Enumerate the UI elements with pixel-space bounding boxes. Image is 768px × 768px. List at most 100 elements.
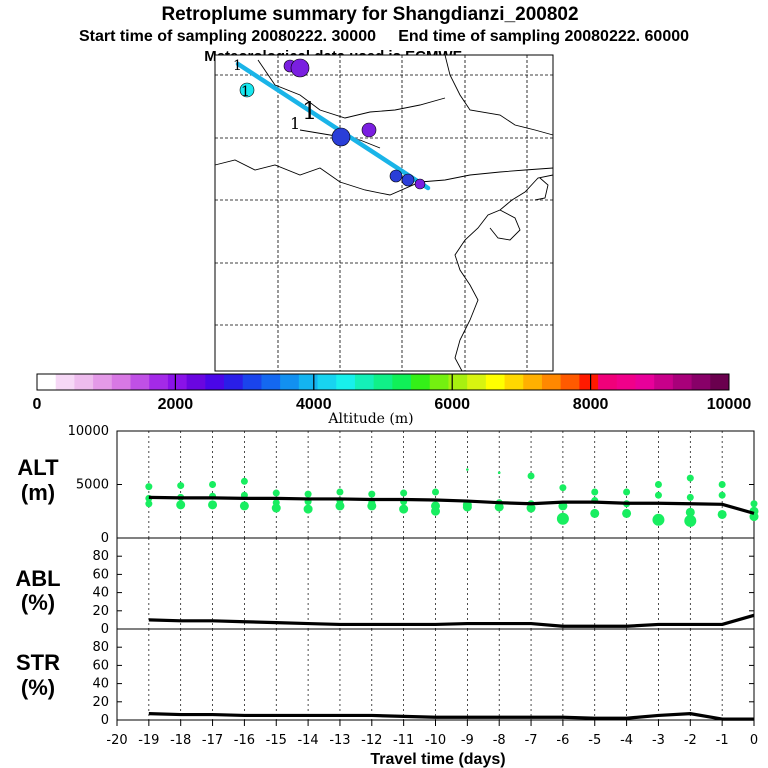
- colorbar-swatch: [523, 374, 543, 390]
- alt-scatter-point: [399, 504, 409, 514]
- alt-scatter-point: [494, 502, 504, 512]
- y-tick-label: 80: [92, 640, 109, 655]
- alt-panel: 10000 5000 0 ALT(m): [17, 424, 759, 546]
- alt-scatter-point: [208, 500, 218, 510]
- alt-scatter-point: [556, 512, 569, 525]
- x-tick-label: 0: [750, 733, 758, 748]
- y-tick-label: 10000: [68, 424, 109, 439]
- map-markers: [239, 58, 426, 190]
- y-tick-label: 0: [101, 531, 109, 546]
- panel-unit: (%): [21, 675, 55, 700]
- colorbar-swatch: [205, 374, 225, 390]
- x-tick-label: -15: [266, 733, 287, 748]
- colorbar-swatch: [373, 374, 393, 390]
- colorbar-swatch: [411, 374, 431, 390]
- x-tick-label: -18: [170, 733, 191, 748]
- alt-scatter-point: [209, 481, 217, 488]
- panel-unit: (%): [21, 590, 55, 615]
- colorbar-swatch: [167, 374, 188, 390]
- alt-scatter-point: [177, 482, 185, 490]
- map-marker: [389, 169, 403, 183]
- panel-frame: [116, 430, 755, 539]
- alt-scatter-point: [466, 468, 469, 471]
- y-tick-label: 20: [92, 695, 109, 710]
- alt-scatter-point: [431, 506, 440, 516]
- x-tick-label: -14: [297, 733, 318, 748]
- title-line-2: Start time of sampling 20080222. 30000 E…: [79, 28, 689, 45]
- colorbar-segments: [37, 374, 730, 390]
- alt-scatter-point: [652, 513, 665, 526]
- colorbar-swatch: [392, 374, 412, 390]
- colorbar-swatch: [504, 374, 524, 390]
- alt-scatter-point: [304, 490, 312, 498]
- map-panel: 1 1 1 1: [214, 54, 554, 372]
- x-tick-label: -16: [234, 733, 255, 748]
- colorbar-swatch: [541, 374, 562, 390]
- x-tick-label: -10: [425, 733, 446, 748]
- colorbar-swatch: [354, 374, 375, 390]
- alt-scatter-point: [750, 500, 758, 508]
- colorbar-swatch: [710, 374, 730, 390]
- alt-scatter-point: [591, 488, 599, 496]
- colorbar-swatch: [429, 374, 449, 390]
- alt-scatter-point: [145, 483, 153, 491]
- alt-scatter-point: [462, 502, 472, 512]
- alt-scatter-point: [718, 491, 726, 499]
- alt-scatter-point: [239, 501, 249, 511]
- alt-scatter-point: [367, 501, 377, 511]
- map-coastlines: [214, 54, 554, 372]
- alt-scatter-point: [145, 500, 153, 508]
- y-tick-label: 20: [92, 604, 109, 619]
- colorbar-tick-label: 4000: [296, 396, 332, 413]
- alt-scatter-point: [400, 489, 408, 497]
- alt-scatter-point: [176, 500, 186, 510]
- colorbar-frame: [36, 373, 730, 391]
- map-marker: [401, 173, 415, 187]
- colorbar-swatch: [598, 374, 618, 390]
- colorbar-swatch: [261, 374, 281, 390]
- map-marker: [361, 122, 377, 138]
- alt-scatter-point: [654, 491, 662, 499]
- map-label: 1: [302, 97, 317, 125]
- alt-scatter-point: [497, 471, 501, 475]
- colorbar-label: Altitude (m): [327, 411, 413, 427]
- panel-unit: (m): [21, 480, 55, 505]
- map-marker: [239, 82, 255, 98]
- alt-scatter-point: [623, 488, 631, 496]
- colorbar-swatch: [37, 374, 57, 390]
- alt-series-line: [148, 495, 755, 515]
- x-tick-label: -2: [684, 733, 697, 748]
- colorbar-swatch: [298, 374, 318, 390]
- map-frame: [214, 54, 554, 372]
- alt-scatter-point: [336, 488, 344, 496]
- colorbar-swatch: [336, 374, 356, 390]
- alt-scatter-point: [654, 481, 662, 488]
- x-tick-label: -11: [393, 733, 414, 748]
- x-axis: -20 -19 -18 -17 -16 -15 -14 -13 -12 -11 -10 -9 -8 -7-…: [106, 720, 758, 748]
- x-tick-label: -6: [556, 733, 569, 748]
- colorbar-swatch: [635, 374, 655, 390]
- colorbar-swatch: [691, 374, 711, 390]
- x-tick-label: -19: [138, 733, 159, 748]
- colorbar-tick-label: 2000: [158, 396, 194, 413]
- y-tick-label: 5000: [76, 478, 109, 493]
- alt-scatter-point: [335, 501, 345, 511]
- alt-scatter-point: [527, 472, 535, 480]
- colorbar-swatch: [280, 374, 300, 390]
- map-label: 1: [233, 58, 242, 74]
- y-tick-label: 60: [92, 567, 109, 582]
- x-axis-label: Travel time (days): [370, 751, 505, 768]
- x-tick-label: -12: [361, 733, 382, 748]
- colorbar-tick-label: 10000: [707, 396, 752, 413]
- y-tick-label: 0: [101, 622, 109, 637]
- colorbar-swatch: [448, 374, 468, 390]
- colorbar-tick-label: 6000: [434, 396, 470, 413]
- x-tick-label: -8: [493, 733, 506, 748]
- alt-scatter-point: [272, 489, 280, 497]
- x-tick-label: -1: [716, 733, 729, 748]
- x-tick-label: -3: [652, 733, 665, 748]
- x-tick-label: -5: [588, 733, 601, 748]
- map-grid: [215, 55, 553, 371]
- colorbar-swatch: [186, 374, 206, 390]
